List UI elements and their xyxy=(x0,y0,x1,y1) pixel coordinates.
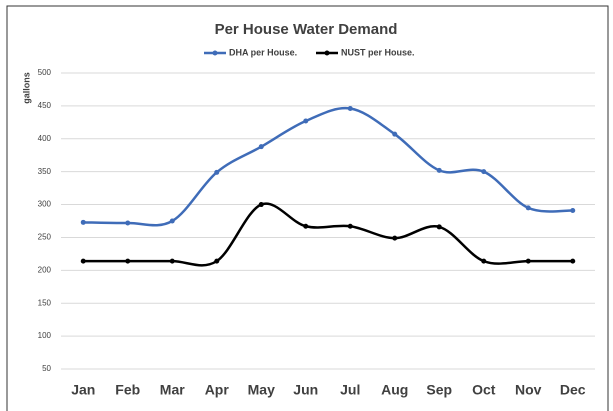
x-tick-label: Mar xyxy=(160,382,185,398)
point xyxy=(303,118,309,124)
chart-title: Per House Water Demand xyxy=(215,21,398,38)
x-tick-label: Oct xyxy=(472,382,496,398)
chart-frame xyxy=(6,5,609,411)
point xyxy=(525,205,531,211)
point xyxy=(347,223,353,229)
y-tick-label: 100 xyxy=(38,331,52,340)
legend-marker xyxy=(324,50,330,56)
point xyxy=(436,224,442,230)
point xyxy=(258,202,264,208)
point xyxy=(392,131,398,137)
x-tick-label: Apr xyxy=(205,382,230,398)
point xyxy=(347,106,353,112)
y-tick-label: 400 xyxy=(38,134,52,143)
point xyxy=(436,167,442,173)
point xyxy=(481,169,487,175)
point xyxy=(214,258,220,264)
series-line xyxy=(83,202,573,267)
x-tick-label: Jul xyxy=(340,382,360,398)
point xyxy=(214,169,220,175)
y-tick-label: 500 xyxy=(38,68,52,77)
point xyxy=(169,258,175,264)
legend-label: NUST per House. xyxy=(341,47,415,57)
point xyxy=(481,258,487,264)
series-line xyxy=(83,106,573,227)
point xyxy=(80,219,86,225)
x-tick-label: Dec xyxy=(560,382,586,398)
x-tick-label: Feb xyxy=(115,382,140,398)
point xyxy=(525,258,531,264)
x-tick-label: Jun xyxy=(293,382,318,398)
point xyxy=(80,258,86,264)
y-tick-label: 50 xyxy=(42,364,51,373)
point xyxy=(303,223,309,229)
y-tick-label: 300 xyxy=(38,200,52,209)
y-tick-label: 350 xyxy=(38,167,52,176)
point xyxy=(125,220,131,226)
point xyxy=(570,207,576,213)
x-tick-label: May xyxy=(248,382,275,398)
point xyxy=(125,258,131,264)
x-tick-label: Nov xyxy=(515,382,542,398)
x-tick-label: Jan xyxy=(71,382,95,398)
point xyxy=(258,144,264,150)
legend-label: DHA per House. xyxy=(229,47,297,57)
x-tick-label: Sep xyxy=(426,382,452,398)
y-tick-label: 450 xyxy=(38,101,52,110)
point xyxy=(169,218,175,224)
legend-marker xyxy=(212,50,218,56)
y-tick-label: 150 xyxy=(38,298,52,307)
y-tick-label: 200 xyxy=(38,265,52,274)
x-tick-label: Aug xyxy=(381,382,408,398)
y-axis-label: gallons xyxy=(21,72,31,104)
point xyxy=(570,258,576,264)
point xyxy=(392,235,398,241)
y-tick-label: 250 xyxy=(38,233,52,242)
